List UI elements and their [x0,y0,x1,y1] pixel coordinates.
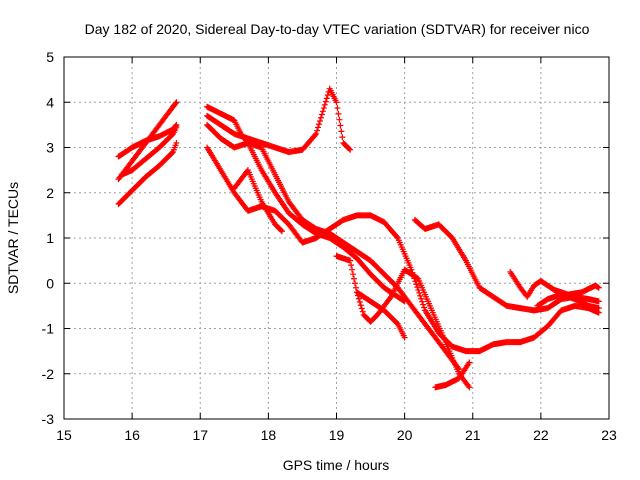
data-point [351,280,358,287]
x-tick-label: 15 [56,427,72,443]
x-tick-label: 22 [533,427,549,443]
series-arc-7 [204,85,354,156]
data-point [333,99,340,106]
series-arc-9 [231,167,285,235]
data-point [318,111,325,118]
data-point [322,98,329,105]
series-arc-8 [204,144,602,355]
data-point [355,295,362,302]
data-point [356,298,363,305]
data-point [172,100,179,107]
data-point [321,101,328,108]
data-point [393,233,400,240]
y-tick-label: 4 [46,94,54,110]
data-point [357,302,364,309]
data-point [338,128,345,135]
data-point [337,122,344,129]
x-tick-label: 19 [329,427,345,443]
data-point [418,295,425,302]
data-point [346,145,353,152]
data-point [414,284,421,291]
grid-layer [64,57,609,419]
data-point [169,149,176,156]
data-point [359,308,366,315]
x-tick-label: 21 [465,427,481,443]
series-arc-13 [432,359,473,391]
data-point [312,132,319,139]
data-point [413,281,420,288]
series-arc-2 [115,121,180,160]
data-point [347,257,354,264]
series-arc-3 [118,124,180,178]
series-arc-4 [115,139,180,208]
data-point [387,295,394,302]
data-point [421,304,428,311]
data-point [320,105,327,112]
series-arc-11 [353,289,408,341]
data-point [336,116,343,123]
series-arc-15 [534,291,602,312]
data-point [348,262,355,269]
data-point [417,292,424,299]
y-axis-label: SDTVAR / TECUs [5,182,21,294]
data-point [358,305,365,312]
data-point [351,275,358,282]
chart-title: Day 182 of 2020, Sidereal Day-to-day VTE… [85,21,590,37]
series-arc-12 [411,216,602,314]
y-tick-label: 0 [46,275,54,291]
data-point [317,114,324,121]
data-point [173,124,180,131]
data-point [595,298,602,305]
data-point [315,121,322,128]
data-point [319,108,326,115]
data-point [420,301,427,308]
x-tick-label: 17 [192,427,208,443]
y-tick-label: -1 [42,321,55,337]
data-point [466,359,473,366]
y-tick-label: 1 [46,230,54,246]
series-arc-14 [507,268,602,300]
data-point [595,305,602,312]
x-tick-label: 16 [124,427,140,443]
data-point [419,298,426,305]
data-point [401,334,408,341]
data-point [349,266,356,273]
data-point [315,124,322,131]
x-axis-label: GPS time / hours [283,457,390,473]
data-point [335,110,342,117]
x-tick-label: 23 [601,427,617,443]
data-point [350,271,357,278]
data-point [323,95,330,102]
y-tick-label: 3 [46,140,54,156]
data-point [465,382,472,389]
series-arc-10 [333,253,473,391]
data-point [595,284,602,291]
y-tick-label: -2 [42,366,55,382]
y-tick-label: 5 [46,49,54,65]
data-point [314,127,321,134]
data-point [416,289,423,296]
data-point [173,139,180,146]
series-arc-6 [204,121,463,373]
data-point [324,92,331,99]
x-tick-label: 18 [261,427,277,443]
data-point [352,284,359,291]
x-tick-label: 20 [397,427,413,443]
data-point [313,130,320,137]
data-point [339,134,346,141]
y-tick-label: 2 [46,185,54,201]
y-tick-label: -3 [42,411,55,427]
data-point [173,99,180,106]
data-point [334,105,341,112]
data-point [279,228,285,235]
data-point [316,117,323,124]
data-points [115,85,602,391]
data-point [278,227,285,234]
data-point [466,384,473,391]
data-point [347,146,354,153]
